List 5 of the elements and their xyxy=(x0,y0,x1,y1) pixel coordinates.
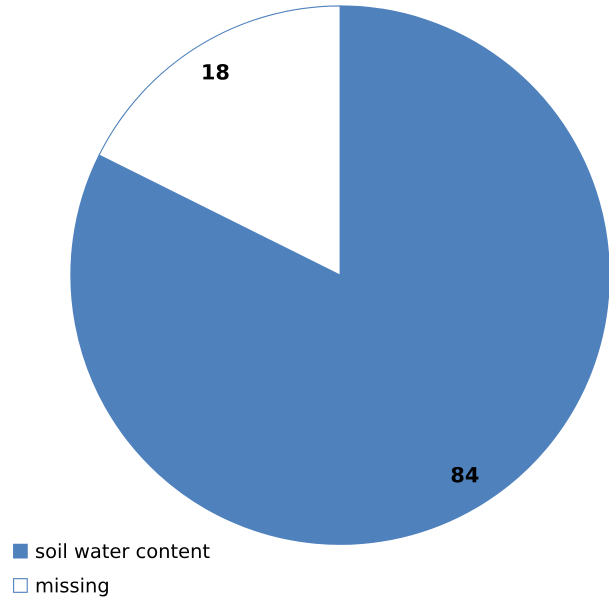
pie-slice xyxy=(70,5,609,545)
legend-label: missing xyxy=(36,578,108,596)
data-label: 18 xyxy=(203,64,229,80)
data-label: 84 xyxy=(452,466,478,483)
legend-label: soil water content xyxy=(36,543,210,558)
